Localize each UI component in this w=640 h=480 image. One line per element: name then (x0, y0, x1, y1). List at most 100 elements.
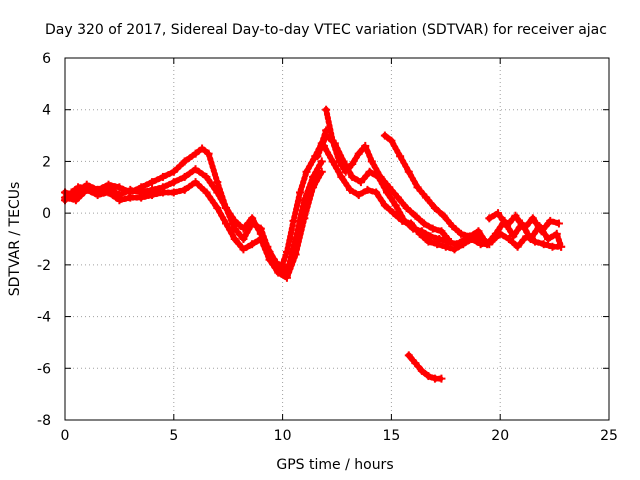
series-layer (61, 105, 566, 383)
data-point (356, 178, 365, 187)
data-point (348, 172, 357, 181)
data-point (380, 201, 389, 210)
data-point (420, 219, 429, 228)
data-point (539, 240, 548, 249)
data-point (413, 183, 422, 192)
x-tick-label: 10 (274, 428, 292, 444)
data-point (191, 149, 200, 158)
data-point (354, 149, 363, 158)
data-point (528, 214, 537, 223)
data-point (239, 224, 248, 233)
data-point (346, 185, 355, 194)
data-point (531, 237, 540, 246)
x-tick-label: 25 (600, 428, 618, 444)
data-point (474, 227, 483, 236)
data-point (202, 188, 211, 197)
y-tick-label: -6 (37, 361, 51, 377)
data-point (126, 193, 135, 202)
series-track-3 (61, 167, 326, 282)
data-point (104, 188, 113, 197)
data-point (191, 178, 200, 187)
data-point (398, 216, 407, 225)
data-point (337, 172, 346, 181)
data-point (230, 235, 239, 243)
x-axis-title: GPS time / hours (276, 457, 393, 473)
series-marker-band (323, 106, 451, 242)
data-point (367, 157, 376, 166)
data-point (383, 188, 392, 197)
data-point (511, 211, 520, 220)
data-point (544, 235, 553, 243)
y-tick-label: -4 (37, 310, 51, 326)
data-point (309, 183, 318, 192)
data-point (485, 214, 494, 223)
data-point (317, 167, 326, 176)
data-point (319, 141, 328, 150)
x-tick-label: 5 (169, 428, 178, 444)
data-point (248, 214, 257, 223)
data-point (204, 149, 213, 158)
data-point (430, 203, 439, 212)
data-point (363, 185, 372, 194)
data-point (282, 273, 291, 282)
data-point (496, 229, 505, 238)
data-point (411, 211, 420, 220)
series-track-7 (380, 131, 566, 251)
data-point (393, 193, 402, 202)
series-track-line (324, 108, 450, 241)
data-point (548, 242, 557, 251)
y-tick-label: 2 (42, 154, 51, 170)
data-point (389, 209, 398, 218)
data-point (459, 240, 468, 249)
data-point (115, 196, 124, 205)
data-point (435, 235, 444, 243)
data-point (191, 165, 200, 174)
data-point (148, 178, 157, 187)
data-point (239, 235, 248, 243)
y-tick-label: 4 (42, 103, 51, 119)
data-point (222, 203, 231, 212)
data-point (465, 232, 474, 241)
data-point (339, 157, 348, 166)
data-point (291, 250, 300, 259)
series-marker-band (381, 132, 565, 250)
data-point (380, 131, 389, 140)
data-point (322, 105, 331, 114)
data-point (437, 374, 446, 383)
y-tick-label: -2 (37, 258, 51, 274)
data-point (322, 131, 331, 140)
data-point (441, 242, 450, 251)
data-point (313, 152, 322, 161)
data-point (487, 237, 496, 246)
data-point (180, 172, 189, 181)
data-point (296, 188, 305, 197)
y-tick-label: 6 (42, 51, 51, 67)
data-point (248, 240, 257, 249)
data-point (137, 193, 146, 202)
data-point (300, 214, 309, 223)
y-tick-label: -8 (37, 413, 51, 429)
data-point (265, 255, 274, 264)
data-point (406, 219, 415, 228)
data-point (361, 141, 370, 150)
data-point (424, 237, 433, 246)
data-point (169, 188, 178, 197)
data-point (494, 209, 503, 218)
data-point (148, 191, 157, 200)
data-point (422, 193, 431, 202)
series-marker-band (62, 158, 325, 276)
data-point (213, 203, 222, 212)
data-point (483, 240, 492, 249)
data-point (391, 201, 400, 210)
x-tick-label: 20 (491, 428, 509, 444)
series-track-6 (319, 141, 494, 254)
y-tick-label: 0 (42, 206, 51, 222)
data-point (213, 178, 222, 187)
x-tick-label: 0 (61, 428, 70, 444)
data-point (180, 157, 189, 166)
data-point (424, 372, 433, 381)
data-point (433, 240, 442, 249)
data-point (448, 222, 457, 231)
data-point (402, 203, 411, 212)
